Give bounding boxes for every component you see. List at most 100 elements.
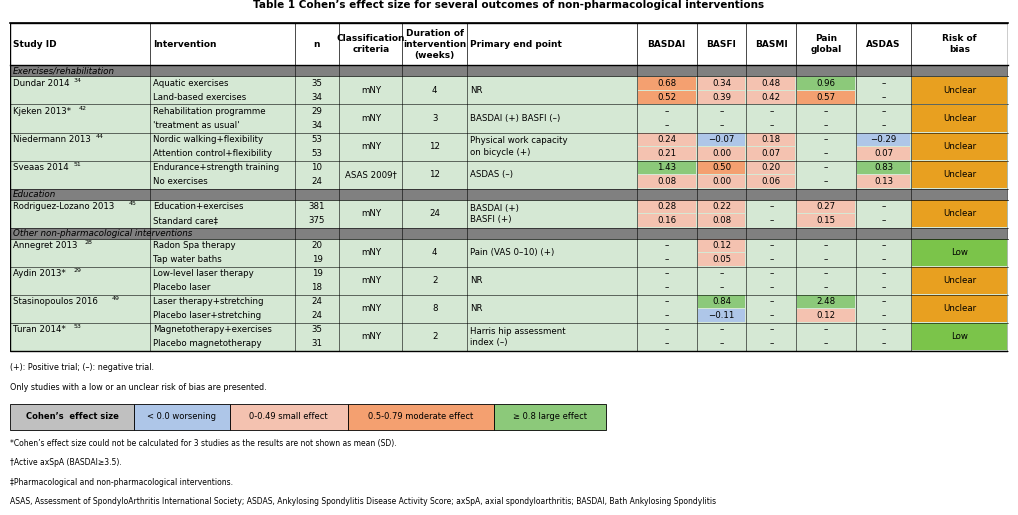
Bar [697, 161, 745, 174]
Text: Endurance+strength training: Endurance+strength training [153, 163, 279, 172]
Text: 2.48: 2.48 [816, 297, 836, 306]
Text: 0.28: 0.28 [657, 202, 676, 211]
Bar [857, 133, 910, 146]
Text: ASAS, Assessment of SpondyloArthritis International Society; ASDAS, Ankylosing S: ASAS, Assessment of SpondyloArthritis In… [10, 497, 717, 506]
Text: –: – [770, 311, 774, 320]
Text: ≥ 0.8 large effect: ≥ 0.8 large effect [513, 413, 587, 421]
Text: 8: 8 [432, 304, 438, 313]
Bar [637, 175, 695, 188]
Text: 0.07: 0.07 [874, 149, 893, 158]
Text: 0.48: 0.48 [761, 79, 781, 88]
Bar [912, 323, 1007, 350]
Text: 0.05: 0.05 [712, 255, 731, 264]
Text: 24: 24 [312, 311, 323, 320]
Text: mNY: mNY [360, 209, 381, 218]
Text: 0.00: 0.00 [712, 149, 731, 158]
Text: 12: 12 [430, 142, 440, 151]
Text: Placebo laser+stretching: Placebo laser+stretching [153, 311, 261, 320]
Text: –: – [824, 325, 829, 334]
Text: †Active axSpA (BASDAI≥3.5).: †Active axSpA (BASDAI≥3.5). [10, 458, 122, 468]
Text: 34: 34 [73, 78, 81, 83]
Text: Land-based exercises: Land-based exercises [153, 93, 246, 102]
Text: –: – [665, 325, 669, 334]
Text: Pain (VAS 0–10) (+): Pain (VAS 0–10) (+) [470, 248, 555, 257]
Text: 24: 24 [430, 209, 440, 218]
Text: –: – [665, 339, 669, 348]
Bar [10, 238, 1008, 267]
Text: BASFI: BASFI [706, 40, 736, 48]
Text: –: – [720, 325, 724, 334]
Bar [10, 23, 1008, 351]
Text: Tap water baths: Tap water baths [153, 255, 222, 264]
Text: 0.08: 0.08 [712, 216, 731, 225]
Bar [10, 105, 1008, 132]
Text: mNY: mNY [360, 304, 381, 313]
Bar [747, 147, 795, 160]
Text: –: – [665, 241, 669, 250]
Text: 19: 19 [312, 255, 323, 264]
Text: 0.83: 0.83 [874, 163, 893, 172]
Bar [697, 91, 745, 104]
Text: 0.15: 0.15 [816, 216, 836, 225]
Text: –: – [665, 107, 669, 116]
Bar [697, 147, 745, 160]
Text: –: – [824, 149, 829, 158]
Text: Unclear: Unclear [943, 114, 976, 123]
Text: Sveaas 2014: Sveaas 2014 [13, 163, 69, 172]
Bar [637, 214, 695, 227]
Bar [10, 295, 1008, 323]
Text: –: – [824, 135, 829, 144]
Text: –: – [882, 79, 886, 88]
Text: –: – [824, 283, 829, 293]
Text: 0.12: 0.12 [816, 311, 836, 320]
Text: –: – [720, 107, 724, 116]
Bar [637, 161, 695, 174]
Text: –: – [770, 121, 774, 130]
Text: Exercises/rehabilitation: Exercises/rehabilitation [13, 66, 115, 75]
Text: –: – [770, 339, 774, 348]
Text: –: – [824, 339, 829, 348]
Text: 4: 4 [432, 248, 438, 257]
Text: –: – [824, 255, 829, 264]
Text: Cohen’s  effect size: Cohen’s effect size [25, 413, 118, 421]
Text: 0.00: 0.00 [712, 177, 731, 186]
Bar [697, 310, 745, 322]
Text: 0.34: 0.34 [712, 79, 731, 88]
Text: Magnetotherapy+exercises: Magnetotherapy+exercises [153, 325, 272, 334]
Text: –: – [824, 163, 829, 172]
Text: Low: Low [951, 332, 968, 341]
Text: –: – [770, 283, 774, 293]
Bar [10, 228, 1008, 238]
Bar [797, 214, 855, 227]
Text: n: n [314, 40, 321, 48]
Text: Stasinopoulos 2016: Stasinopoulos 2016 [13, 297, 98, 306]
Text: 34: 34 [312, 93, 323, 102]
Bar [10, 132, 1008, 161]
Text: 12: 12 [430, 170, 440, 179]
Text: –: – [882, 339, 886, 348]
Text: −0.07: −0.07 [709, 135, 735, 144]
Bar [697, 200, 745, 213]
Text: –: – [882, 325, 886, 334]
Text: Unclear: Unclear [943, 304, 976, 313]
Text: –: – [770, 297, 774, 306]
Text: –: – [882, 283, 886, 293]
Bar [697, 133, 745, 146]
Text: 0.06: 0.06 [761, 177, 781, 186]
Bar [857, 147, 910, 160]
Bar [348, 404, 494, 430]
Text: 49: 49 [112, 296, 120, 301]
Text: 2: 2 [432, 332, 438, 341]
Text: Table 1 Cohen’s effect size for several outcomes of non-pharmacological interven: Table 1 Cohen’s effect size for several … [253, 0, 765, 10]
Text: Annegret 2013: Annegret 2013 [13, 241, 77, 250]
Text: Rodriguez-Lozano 2013: Rodriguez-Lozano 2013 [13, 202, 115, 211]
Text: 18: 18 [312, 283, 323, 293]
Text: 0.50: 0.50 [712, 163, 731, 172]
Text: 0.68: 0.68 [657, 79, 676, 88]
Bar [797, 91, 855, 104]
Text: NR: NR [470, 304, 483, 313]
Bar [697, 214, 745, 227]
Text: 0.20: 0.20 [761, 163, 781, 172]
Text: Nordic walking+flexibility: Nordic walking+flexibility [153, 135, 263, 144]
Text: –: – [665, 297, 669, 306]
